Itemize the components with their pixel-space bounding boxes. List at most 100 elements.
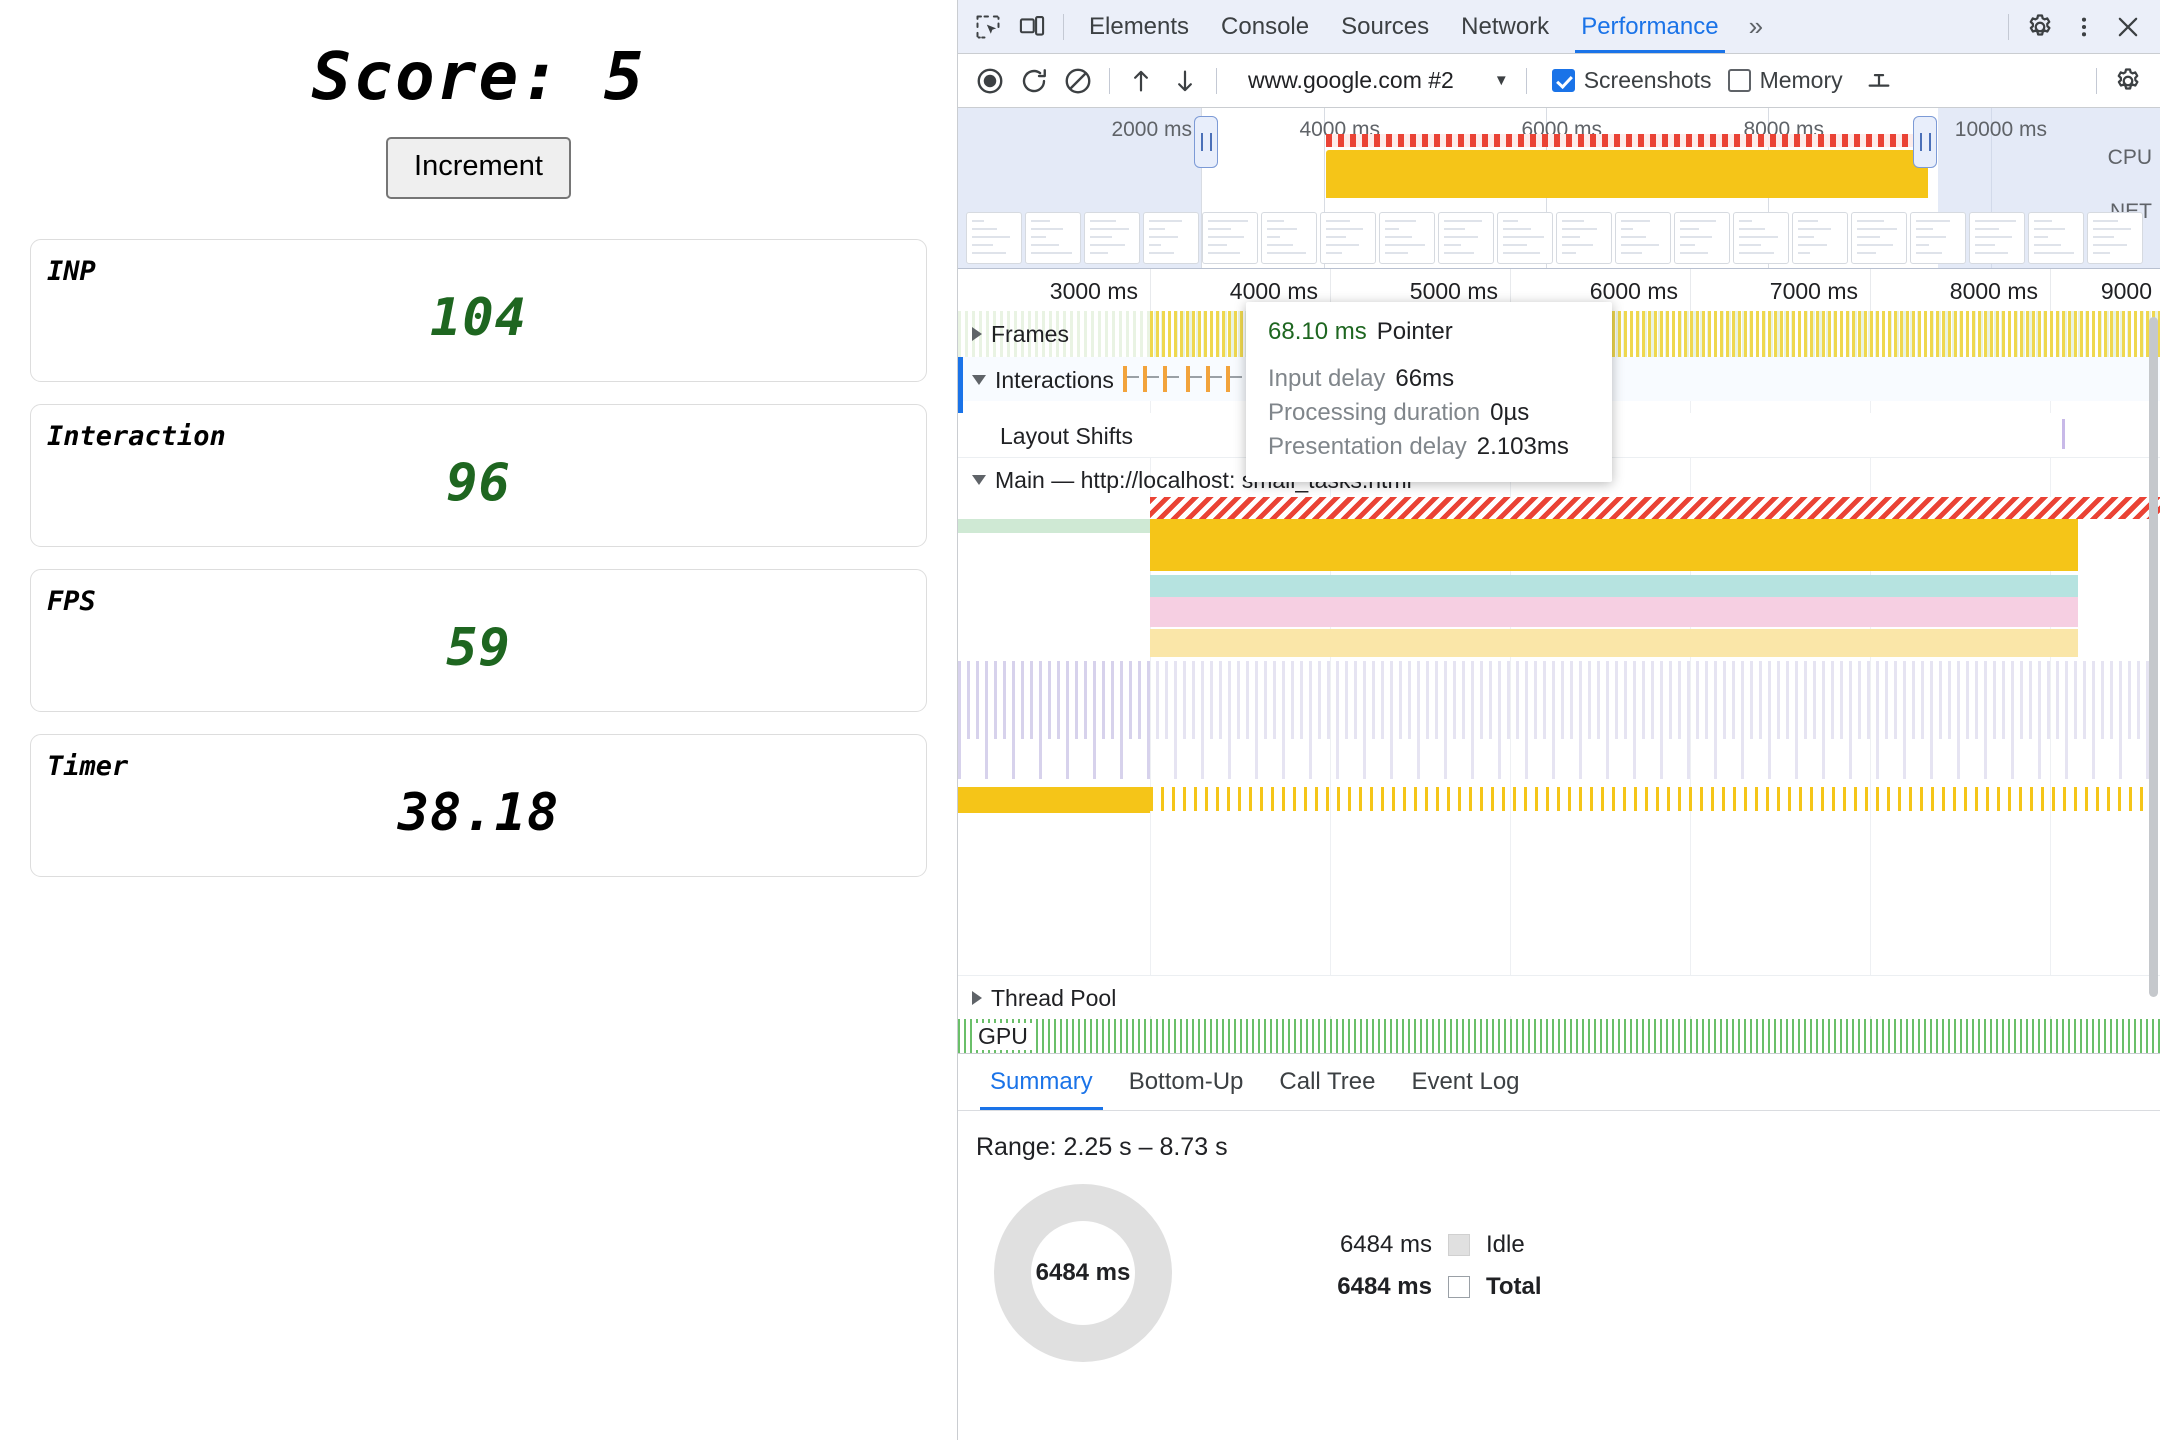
interaction-marker[interactable]: [1206, 366, 1210, 392]
frame-bar: [1666, 311, 1669, 357]
timeline-overview[interactable]: 2000 ms 4000 ms 6000 ms 8000 ms 10000 ms…: [958, 108, 2160, 269]
chevron-right-icon[interactable]: [972, 991, 982, 1005]
filmstrip-thumb[interactable]: [1438, 212, 1494, 264]
flame-segment: [1444, 661, 1447, 779]
filmstrip-thumb[interactable]: [1674, 212, 1730, 264]
filmstrip-thumb[interactable]: [1143, 212, 1199, 264]
flame-segment: [1003, 661, 1006, 739]
filmstrip-thumb[interactable]: [2028, 212, 2084, 264]
flame-segment: [1304, 787, 1307, 811]
reload-and-record-icon[interactable]: [1012, 62, 1056, 100]
flame-segment: [1525, 661, 1528, 779]
flame-segment[interactable]: [1150, 519, 2078, 571]
track-header-thread-pool[interactable]: Thread Pool: [958, 981, 1116, 1015]
filmstrip-thumb[interactable]: [1615, 212, 1671, 264]
tab-sources[interactable]: Sources: [1341, 13, 1430, 40]
legend-row-total[interactable]: 6484 ms Total: [1302, 1273, 1541, 1301]
main-flame-rows[interactable]: [958, 497, 2160, 975]
memory-label: Memory: [1759, 67, 1843, 93]
filmstrip-thumb[interactable]: [1379, 212, 1435, 264]
interaction-marker[interactable]: [1226, 366, 1230, 392]
filmstrip-thumb[interactable]: [1025, 212, 1081, 264]
tab-network[interactable]: Network: [1461, 13, 1550, 40]
frame-bar: [2020, 311, 2023, 357]
tab-performance[interactable]: Performance: [1565, 0, 1734, 53]
flame-segment: [1370, 787, 1373, 811]
more-options-icon[interactable]: [2062, 8, 2106, 46]
legend-row-idle[interactable]: 6484 ms Idle: [1302, 1231, 1542, 1259]
filmstrip-thumb[interactable]: [1202, 212, 1258, 264]
filmstrip-thumb[interactable]: [1733, 212, 1789, 264]
flame-segment[interactable]: [958, 787, 1150, 813]
track-header-interactions[interactable]: Interactions: [958, 363, 1114, 397]
tab-bottom-up[interactable]: Bottom-Up: [1128, 1068, 1244, 1095]
thread-pool-band: [958, 975, 2160, 1016]
overview-handle-right[interactable]: [1913, 116, 1937, 168]
flame-segment: [1066, 661, 1069, 779]
flame-segment[interactable]: [958, 519, 1150, 533]
tab-event-log[interactable]: Event Log: [1411, 1068, 1520, 1095]
flame-segment: [1799, 787, 1802, 811]
frame-bar: [1756, 311, 1759, 357]
chevron-down-icon[interactable]: [972, 475, 986, 485]
flame-segment: [1634, 787, 1637, 811]
increment-button[interactable]: Increment: [386, 137, 571, 200]
flame-segment[interactable]: [1150, 575, 2078, 597]
tab-call-tree[interactable]: Call Tree: [1279, 1068, 1376, 1095]
interaction-marker[interactable]: [1143, 366, 1147, 392]
device-toolbar-icon[interactable]: [1010, 8, 1054, 46]
gear-icon[interactable]: [2018, 8, 2062, 46]
interaction-marker[interactable]: [1186, 366, 1190, 392]
flame-segment: [1210, 661, 1213, 739]
trace-source-select[interactable]: www.google.com #2 ▼: [1240, 63, 1517, 98]
long-task-hatch[interactable]: [1150, 497, 2160, 519]
track-gpu[interactable]: GPU: [958, 1019, 2160, 1053]
flame-segment: [2140, 787, 2143, 811]
flame-chart-scrollbar[interactable]: [2149, 317, 2158, 997]
close-icon[interactable]: [2106, 8, 2150, 46]
tab-summary[interactable]: Summary: [972, 1054, 1111, 1110]
interaction-marker[interactable]: [1123, 366, 1127, 392]
filmstrip-thumb[interactable]: [2087, 212, 2143, 264]
track-thread-pool[interactable]: Thread Pool: [958, 975, 2160, 1019]
record-icon[interactable]: [968, 62, 1012, 100]
filmstrip-thumb[interactable]: [1320, 212, 1376, 264]
flame-chart-area[interactable]: 3000 ms 4000 ms 5000 ms 6000 ms 7000 ms …: [958, 269, 2160, 1054]
track-header-frames[interactable]: Frames: [958, 317, 1069, 351]
overview-handle-left[interactable]: [1194, 116, 1218, 168]
flame-segment: [1381, 661, 1384, 739]
track-header-layout-shifts[interactable]: Layout Shifts: [958, 419, 1133, 453]
flame-segment: [2146, 661, 2149, 779]
memory-checkbox[interactable]: Memory: [1727, 67, 1843, 94]
filmstrip-thumb[interactable]: [1910, 212, 1966, 264]
clear-icon[interactable]: [1056, 62, 1100, 100]
flame-segment: [1755, 787, 1758, 811]
filmstrip-thumb[interactable]: [1792, 212, 1848, 264]
filmstrip-thumb[interactable]: [1261, 212, 1317, 264]
capture-settings-gear-icon[interactable]: [2106, 62, 2150, 100]
filmstrip-thumb[interactable]: [966, 212, 1022, 264]
filmstrip-thumb[interactable]: [1556, 212, 1612, 264]
filmstrip-thumb[interactable]: [1969, 212, 2025, 264]
load-profile-icon[interactable]: [1119, 62, 1163, 100]
inspect-element-icon[interactable]: [966, 8, 1010, 46]
overview-tick-label: 2000 ms: [1111, 118, 1192, 141]
flame-segment[interactable]: [1150, 629, 2078, 657]
track-main[interactable]: Main — http://localhost: small_tasks.htm…: [958, 459, 2160, 975]
screenshots-checkbox[interactable]: Screenshots: [1551, 67, 1712, 94]
filmstrip-thumb[interactable]: [1084, 212, 1140, 264]
interaction-marker[interactable]: [1163, 366, 1167, 392]
toolbar-divider: [1525, 67, 1527, 94]
flame-segment[interactable]: [1150, 597, 2078, 627]
more-tabs-icon[interactable]: »: [1748, 11, 1764, 41]
collect-garbage-icon[interactable]: [1857, 62, 1901, 100]
flame-segment: [2047, 661, 2050, 739]
filmstrip-thumb[interactable]: [1497, 212, 1553, 264]
filmstrip-thumb[interactable]: [1851, 212, 1907, 264]
flame-segment: [1957, 661, 1960, 779]
chevron-right-icon[interactable]: [972, 327, 982, 341]
save-profile-icon[interactable]: [1163, 62, 1207, 100]
tab-elements[interactable]: Elements: [1089, 13, 1190, 40]
chevron-down-icon[interactable]: [972, 375, 986, 385]
tab-console[interactable]: Console: [1221, 13, 1310, 40]
